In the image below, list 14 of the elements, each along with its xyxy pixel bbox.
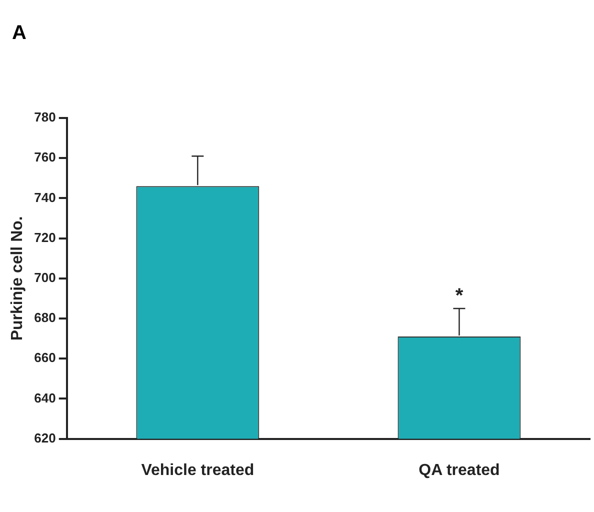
x-tick-label: QA treated: [418, 462, 500, 479]
x-tick-label: Vehicle treated: [141, 462, 254, 479]
y-axis-title: Purkinje cell No.: [9, 216, 26, 341]
y-tick-label: 720: [34, 230, 56, 245]
annotation: *: [455, 284, 464, 307]
y-tick-label: 620: [34, 430, 56, 446]
y-tick-label: 640: [34, 390, 56, 406]
y-tick-label: 660: [34, 350, 56, 366]
y-tick-label: 760: [34, 150, 56, 165]
chart-title: A: [12, 22, 26, 45]
y-tick-label: 740: [34, 190, 56, 205]
y-tick-label: 680: [34, 310, 56, 326]
y-tick-label: 780: [34, 110, 56, 125]
y-tick-label: 700: [34, 270, 56, 285]
